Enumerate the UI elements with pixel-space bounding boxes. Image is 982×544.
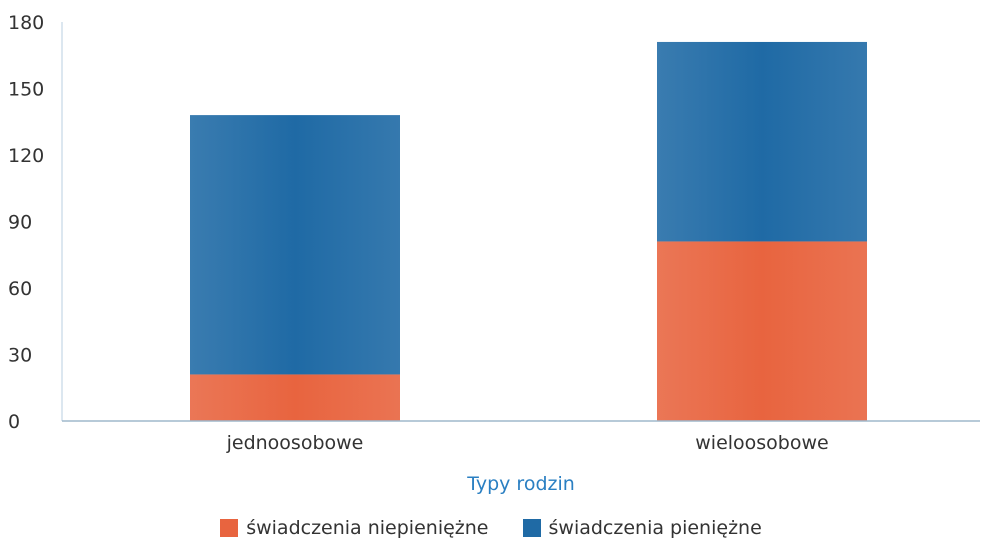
y-tick-label: 0: [8, 411, 20, 433]
y-tick-label: 150: [8, 79, 44, 101]
bar-1-series-1: [657, 41, 867, 242]
chart: 0 30 60 90 120 150 180 jednoosobowe wieloosobow…: [8, 12, 980, 495]
y-tick-label: 120: [8, 145, 44, 167]
legend-item-niepieniezne: świadczenia niepieniężne: [220, 517, 489, 539]
bars: [190, 41, 867, 421]
bar-0-series-1: [190, 115, 400, 375]
y-tick-label: 30: [8, 345, 32, 367]
x-axis: jednoosobowe wieloosobowe: [62, 420, 980, 454]
legend: świadczenia niepieniężne świadczenia pie…: [0, 516, 982, 540]
legend-label-niepieniezne: świadczenia niepieniężne: [246, 517, 489, 539]
y-tick-label: 90: [8, 212, 32, 234]
bar-1-series-0: [657, 241, 867, 421]
legend-swatch-niepieniezne: [220, 519, 239, 537]
bar-0-series-0: [190, 374, 400, 421]
legend-item-pieniezne: świadczenia pieniężne: [522, 517, 762, 539]
legend-label-pieniezne: świadczenia pieniężne: [548, 517, 762, 539]
y-axis: 0 30 60 90 120 150 180: [8, 12, 63, 433]
x-axis-title: Typy rodzin: [466, 473, 575, 495]
legend-swatch-pieniezne: [522, 519, 541, 537]
x-tick-label: jednoosobowe: [226, 432, 364, 454]
y-tick-label: 60: [8, 278, 32, 300]
y-tick-label: 180: [8, 12, 44, 34]
x-tick-label: wieloosobowe: [695, 432, 828, 454]
